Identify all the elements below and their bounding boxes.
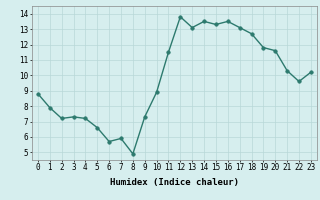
X-axis label: Humidex (Indice chaleur): Humidex (Indice chaleur) xyxy=(110,178,239,187)
